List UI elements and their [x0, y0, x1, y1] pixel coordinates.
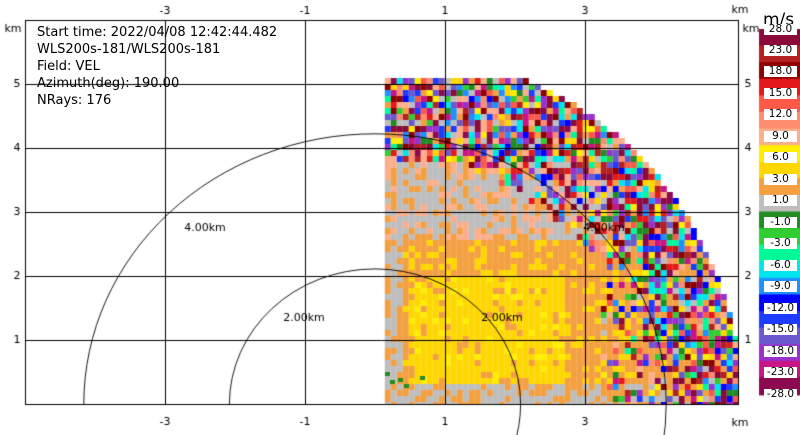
colorbar-tick-label: -23.0: [764, 367, 797, 379]
colorbar-tick-label: -9.0: [764, 281, 797, 293]
colorbar-tick-label: -1.0: [764, 216, 797, 228]
start-time-text: Start time: 2022/04/08 12:42:44.482: [37, 25, 278, 40]
colorbar-tick-label: -3.0: [764, 238, 797, 250]
colorbar-tick-label: -6.0: [764, 259, 797, 271]
colorbar-tick-label: -28.0: [764, 388, 797, 400]
field-text: Field: VEL: [37, 59, 100, 74]
colorbar-tick-label: -12.0: [764, 302, 797, 314]
colorbar-tick-label: 23.0: [764, 44, 797, 56]
colorbar-tick-label: 18.0: [764, 66, 797, 78]
nrays-text: NRays: 176: [37, 93, 112, 108]
colorbar-tick-label: 1.0: [764, 195, 797, 207]
colorbar-tick-label: -15.0: [764, 324, 797, 336]
colorbar-tick-label: -18.0: [764, 345, 797, 357]
colorbar-tick-label: 12.0: [764, 109, 797, 121]
colorbar-tick-label: 3.0: [764, 173, 797, 185]
colorbar-tick-label: 15.0: [764, 87, 797, 99]
colorbar-tick-label: 9.0: [764, 130, 797, 142]
instrument-text: WLS200s-181/WLS200s-181: [37, 42, 221, 57]
colorbar-tick-label: 28.0: [764, 23, 797, 35]
colorbar-tick-label: 6.0: [764, 152, 797, 164]
azimuth-text: Azimuth(deg): 190.00: [37, 76, 180, 91]
